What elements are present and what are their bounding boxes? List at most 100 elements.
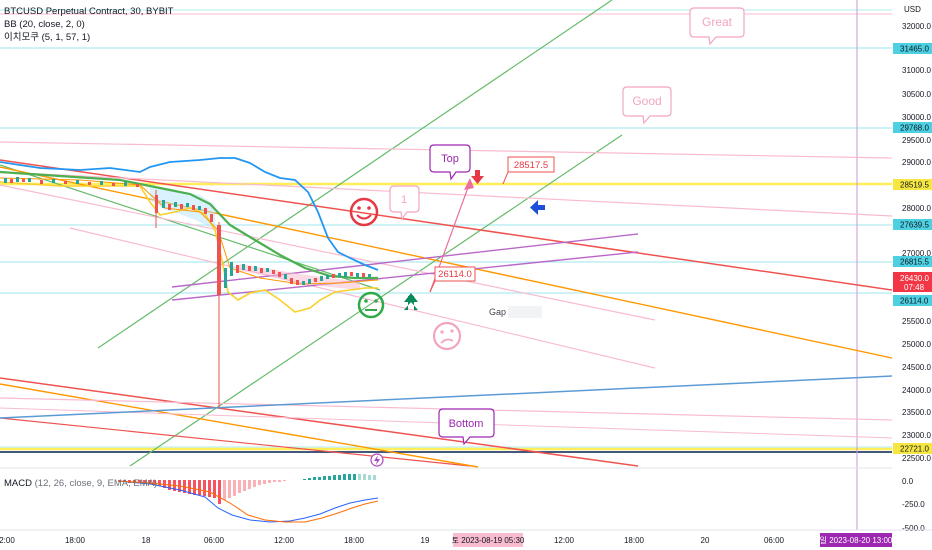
bb-title: BB (20, close, 2, 0) [4, 19, 85, 30]
symbol-legend[interactable]: BTCUSD Perpetual Contract, 30, BYBIT [4, 6, 173, 18]
time-tick: 12:00 [554, 536, 575, 545]
candle [28, 178, 31, 182]
price-callout-28517[interactable]: 28517.5 [502, 156, 555, 185]
gap-box [508, 306, 542, 318]
level-label: 27639.5 [900, 221, 929, 230]
green-up-arrow-head [404, 293, 418, 302]
price-tick: 25000.0 [902, 340, 931, 349]
price-callout-28517-text: 28517.5 [514, 160, 548, 171]
current-price: 26430.0 [900, 274, 929, 283]
macd-line [117, 480, 379, 523]
candle [76, 180, 79, 184]
candle [192, 205, 195, 210]
candle [186, 203, 189, 207]
candle [174, 202, 177, 207]
candle [112, 183, 115, 186]
time-tick: 18 [142, 536, 151, 545]
candle [314, 278, 317, 282]
macd-tick: -500.0 [902, 524, 925, 533]
candle [320, 276, 323, 281]
bb-legend[interactable]: BB (20, close, 2, 0) [4, 19, 85, 31]
time-tick: 06:00 [764, 536, 785, 545]
pink-arrow-head [464, 178, 474, 190]
candle [168, 204, 171, 210]
candle [4, 178, 7, 183]
candle [204, 208, 207, 214]
candle [198, 206, 201, 210]
candle [16, 177, 19, 182]
bb-upper-band [0, 157, 379, 271]
time-tick: 18:00 [65, 536, 86, 545]
price-tick: 29000.0 [902, 158, 931, 167]
horizontal-levels [0, 9, 892, 453]
candle [22, 179, 25, 182]
callout-one[interactable]: 1 [389, 185, 420, 221]
candlesticks [4, 177, 371, 408]
level-price-labels: 31465.0 29768.0 28519.5 27639.5 26815.5 … [893, 43, 932, 454]
price-tick: 25500.0 [902, 317, 931, 326]
candle [350, 272, 353, 276]
time-crosshair-label-right: 일 2023-08-20 13:00 [820, 533, 893, 547]
candle [332, 274, 335, 278]
ichimoku-legend[interactable]: 이치모쿠 (5, 1, 57, 1) [4, 32, 90, 44]
callout-bottom[interactable]: Bottom [438, 408, 495, 446]
callout-great-text: Great [702, 15, 733, 29]
candle [162, 200, 165, 208]
macd-tick: 0.0 [902, 477, 914, 486]
callout-good[interactable]: Good [622, 86, 672, 125]
candle [308, 279, 311, 284]
callout-great[interactable]: Great [689, 7, 745, 46]
candle [284, 274, 287, 279]
red-line-lower [0, 377, 639, 467]
callout-top-text: Top [441, 153, 459, 165]
time-tick: 19 [421, 536, 430, 545]
candle [224, 268, 227, 288]
pink-line-2 [0, 171, 893, 217]
red-down-arrow-stem [475, 170, 480, 178]
time-tick: 12:00 [274, 536, 295, 545]
price-callout-26114[interactable]: 26114.0 [429, 266, 476, 293]
symbol-title: BTCUSD Perpetual Contract, 30, BYBIT [4, 6, 174, 17]
macd-params: (12, 26, close, 9, EMA, EMA) [34, 478, 158, 489]
price-tick: 30000.0 [902, 113, 931, 122]
candle [290, 278, 293, 284]
time-crosshair-label: 토 2023-08-19 05:30 [452, 533, 525, 547]
time-tick: 18:00 [624, 536, 645, 545]
time-tick: 20 [701, 536, 710, 545]
gap-label: Gap [489, 307, 506, 317]
candle [272, 270, 275, 274]
candle [296, 280, 299, 285]
candle [260, 268, 263, 273]
lightning-event-icon[interactable] [370, 453, 384, 467]
drawn-arrows [404, 170, 545, 310]
candle [344, 272, 347, 277]
candle [248, 266, 251, 271]
ichimoku-title: 이치모쿠 (5, 1, 57, 1) [4, 32, 91, 43]
candle [356, 273, 359, 277]
macd-legend[interactable]: MACD (12, 26, close, 9, EMA, EMA) [4, 478, 157, 489]
candle [10, 179, 13, 183]
callout-top[interactable]: Top [429, 144, 471, 181]
callout-bottom-text: Bottom [449, 418, 484, 430]
macd-signal-line [117, 480, 379, 523]
green-channel-upper [97, 0, 613, 349]
candle [302, 281, 305, 285]
price-tick: 23000.0 [902, 431, 931, 440]
price-axis-ticks: 32000.0 31000.0 30500.0 30000.0 29500.0 … [902, 22, 931, 463]
candle [136, 184, 139, 187]
countdown: 07:48 [904, 283, 925, 292]
bb-lower-band [0, 181, 378, 313]
sad-face-icon [432, 321, 462, 351]
price-tick: 22500.0 [902, 454, 931, 463]
candle [88, 182, 91, 185]
red-line-bottom [0, 417, 471, 467]
macd-tick: -250.0 [902, 500, 925, 509]
candle [180, 204, 183, 209]
candle [155, 195, 158, 213]
candle [64, 181, 67, 184]
purple-line-2 [171, 251, 639, 301]
price-tick: 28000.0 [902, 204, 931, 213]
level-label: 26114.0 [900, 297, 929, 306]
pink-line-3 [0, 184, 656, 321]
